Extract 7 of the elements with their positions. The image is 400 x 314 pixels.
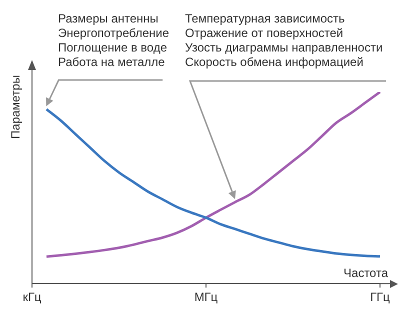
text: Размеры антенны Энергопотребление Поглощение в воде Работа на металле [58, 11, 170, 70]
x-tick-label: ГГц [370, 290, 390, 304]
y-axis-title: Параметры [8, 75, 22, 139]
x-axis-title: Частота [344, 266, 388, 280]
x-tick-label: кГц [22, 290, 42, 304]
text: Температурная зависимость Отражение от поверхностей Узость диаграммы направленности Скорость обмена информацией [185, 11, 383, 70]
x-tick-label: МГц [194, 290, 218, 304]
